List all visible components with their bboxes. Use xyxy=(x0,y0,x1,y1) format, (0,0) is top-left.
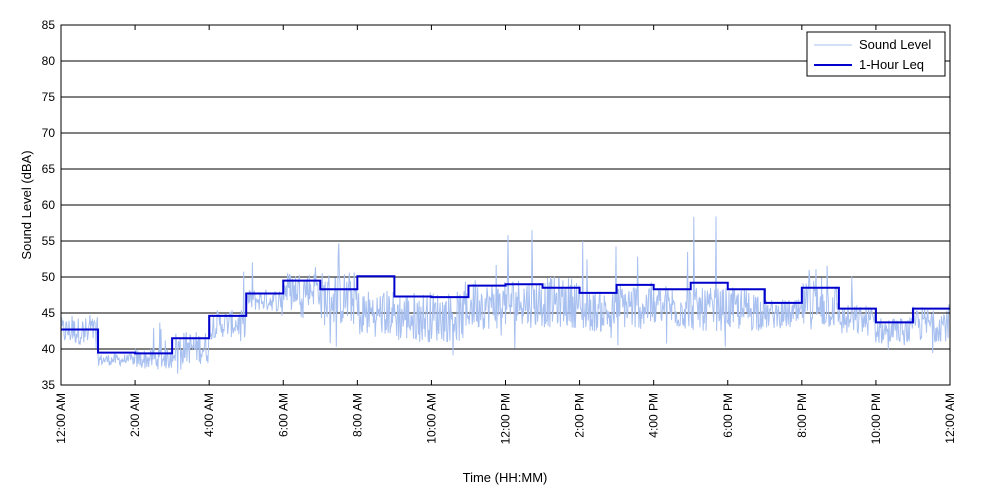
leq-step-line xyxy=(61,275,950,355)
legend: Sound Level 1-Hour Leq xyxy=(806,31,946,77)
x-tick-label-9: 6:00 PM xyxy=(721,393,735,438)
y-tick-label-35: 35 xyxy=(42,378,56,392)
y-tick-label-60: 60 xyxy=(42,198,56,212)
legend-label-1-hour-leq: 1-Hour Leq xyxy=(859,57,924,72)
y-tick-label-50: 50 xyxy=(42,270,56,284)
x-tick-label-5: 10:00 AM xyxy=(424,393,438,444)
x-tick-label-7: 2:00 PM xyxy=(573,393,587,438)
legend-label-sound-level: Sound Level xyxy=(859,37,931,52)
y-tick-label-40: 40 xyxy=(42,342,56,356)
x-tick-label-2: 4:00 AM xyxy=(202,393,216,437)
legend-box xyxy=(806,31,946,77)
x-tick-label-8: 4:00 PM xyxy=(647,393,661,438)
y-tick-label-75: 75 xyxy=(42,90,56,104)
x-tick-label-0: 12:00 AM xyxy=(54,393,68,444)
y-axis-title: Sound Level (dBA) xyxy=(19,150,34,259)
x-axis-title: Time (HH:MM) xyxy=(463,470,548,485)
x-tick-label-11: 10:00 PM xyxy=(869,393,883,444)
y-tick-label-55: 55 xyxy=(42,234,56,248)
y-tick-label-65: 65 xyxy=(42,162,56,176)
y-tick-label-85: 85 xyxy=(42,18,56,32)
x-tick-label-6: 12:00 PM xyxy=(499,393,513,444)
x-tick-label-12: 12:00 AM xyxy=(943,393,957,444)
series-1-hour-leq xyxy=(61,275,950,355)
y-tick-label-45: 45 xyxy=(42,306,56,320)
y-tick-label-70: 70 xyxy=(42,126,56,140)
y-tick-label-80: 80 xyxy=(42,54,56,68)
x-tick-label-3: 6:00 AM xyxy=(276,393,290,437)
x-axis: 12:00 AM 2:00 AM 4:00 AM 6:00 AM 8:00 AM 10:0… xyxy=(54,25,957,444)
x-tick-label-4: 8:00 AM xyxy=(350,393,364,437)
x-tick-label-10: 8:00 PM xyxy=(795,393,809,438)
y-axis: 35 40 45 50 55 60 65 70 75 80 85 xyxy=(42,18,950,392)
x-tick-label-1: 2:00 AM xyxy=(128,393,142,437)
